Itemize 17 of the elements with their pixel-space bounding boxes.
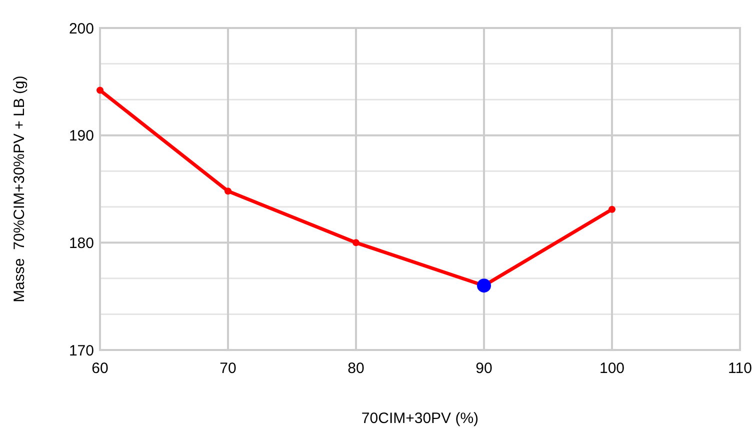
- point: [224, 188, 232, 195]
- y-tick-label: 180: [68, 234, 94, 252]
- x-tick-label: 70: [220, 360, 236, 377]
- x-tick-label: 110: [728, 360, 752, 377]
- x-tick-label: 100: [599, 360, 625, 377]
- point: [608, 206, 616, 213]
- y-tick-label: 190: [68, 128, 94, 145]
- point: [352, 239, 360, 246]
- point: [96, 86, 104, 94]
- x-tick-label: 90: [476, 360, 492, 377]
- x-axis-title: 70CIM+30PV (%): [361, 410, 479, 427]
- x-tick-label: 60: [92, 360, 108, 377]
- point: [477, 278, 491, 293]
- y-tick-label: 170: [68, 342, 94, 360]
- y-axis-title: Masse 70%CIM+30%PV + LB (g): [11, 76, 28, 302]
- y-tick-label: 200: [68, 20, 94, 38]
- x-tick-label: 80: [348, 360, 364, 377]
